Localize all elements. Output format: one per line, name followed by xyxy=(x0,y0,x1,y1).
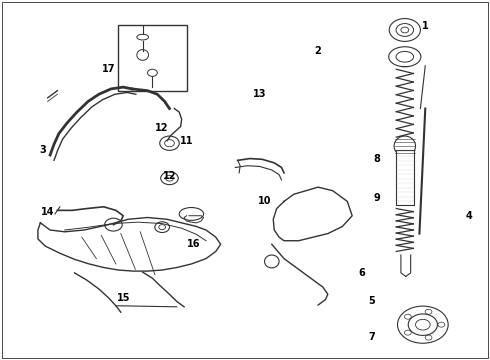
Text: 13: 13 xyxy=(253,89,267,99)
Text: 12: 12 xyxy=(163,171,176,181)
Text: 15: 15 xyxy=(117,293,130,303)
Text: 11: 11 xyxy=(180,136,193,146)
Bar xyxy=(118,24,187,91)
Ellipse shape xyxy=(105,218,122,231)
Text: 4: 4 xyxy=(466,211,472,221)
Text: 3: 3 xyxy=(39,145,46,155)
Text: 14: 14 xyxy=(41,207,54,217)
Ellipse shape xyxy=(161,172,178,185)
Text: 16: 16 xyxy=(187,239,200,249)
Ellipse shape xyxy=(137,34,148,40)
Ellipse shape xyxy=(394,136,416,156)
Text: 8: 8 xyxy=(373,154,380,163)
Text: 2: 2 xyxy=(315,46,321,57)
Bar xyxy=(396,150,414,205)
Ellipse shape xyxy=(397,306,448,343)
Text: 5: 5 xyxy=(368,296,375,306)
Text: 9: 9 xyxy=(373,193,380,203)
Text: 7: 7 xyxy=(368,332,375,342)
Ellipse shape xyxy=(265,255,279,268)
Text: 1: 1 xyxy=(422,21,429,31)
Ellipse shape xyxy=(179,207,203,220)
Ellipse shape xyxy=(389,18,420,41)
Ellipse shape xyxy=(137,50,148,60)
Ellipse shape xyxy=(389,47,421,67)
Text: 6: 6 xyxy=(359,268,366,278)
Text: 17: 17 xyxy=(102,64,115,74)
Text: 12: 12 xyxy=(155,123,169,133)
Ellipse shape xyxy=(160,136,179,150)
Text: 10: 10 xyxy=(258,197,271,206)
Ellipse shape xyxy=(155,222,170,233)
Ellipse shape xyxy=(408,314,438,336)
